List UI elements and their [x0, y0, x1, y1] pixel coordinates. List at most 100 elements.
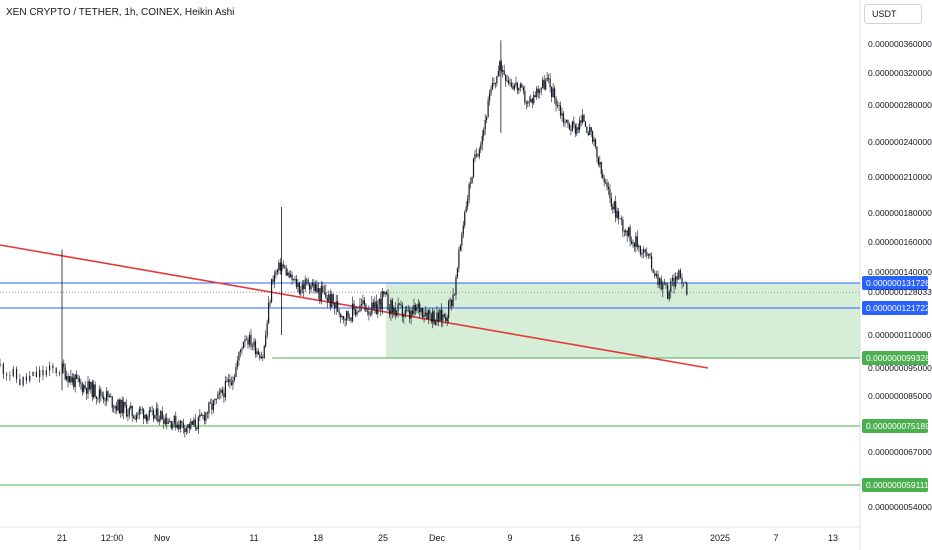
price-bar-body — [398, 303, 401, 305]
price-bar-body — [98, 389, 101, 399]
price-bar-body — [235, 366, 237, 377]
price-bar-body — [516, 82, 519, 91]
price-badge-3[interactable] — [862, 351, 928, 365]
price-bar-body — [152, 410, 155, 419]
price-bar-body — [282, 264, 284, 267]
price-bar-body — [494, 83, 496, 85]
price-bar-body — [521, 84, 523, 88]
price-bar-body — [374, 301, 376, 308]
price-bar-body — [420, 308, 422, 313]
price-bar-body — [480, 144, 482, 150]
price-bar-body — [589, 127, 591, 135]
currency-selector-button[interactable]: USDT — [864, 4, 922, 24]
price-bar-body — [427, 310, 429, 319]
price-bar-body — [84, 385, 86, 389]
price-bar-body — [158, 419, 160, 422]
price-bar-body — [533, 95, 535, 104]
y-tick-label-0: 0.000000360000 — [868, 39, 932, 49]
price-bar-body — [368, 311, 370, 315]
price-bar-body — [574, 124, 576, 134]
price-bar-body — [386, 292, 388, 295]
price-bar-body — [288, 272, 290, 278]
price-bar-body — [527, 101, 529, 104]
price-bar-body — [628, 227, 630, 236]
price-bar-body — [263, 346, 265, 359]
price-bar-body — [197, 417, 199, 430]
price-bar-body — [681, 277, 683, 284]
price-bar-body — [154, 415, 156, 419]
y-tick-label-3: 0.000000240000 — [868, 137, 932, 147]
price-bar-body — [629, 227, 631, 242]
price-bar-body — [555, 97, 557, 106]
price-bar-body — [531, 98, 533, 104]
y-tick-label-5: 0.000000180000 — [868, 208, 932, 218]
price-bar-body — [226, 380, 228, 382]
price-badge-0[interactable] — [862, 276, 928, 290]
price-bar-body — [196, 427, 198, 430]
x-tick-label-1: 12:00 — [101, 533, 124, 543]
price-badge-4[interactable] — [862, 419, 928, 433]
price-bar-body — [437, 312, 440, 322]
x-tick-label-0: 21 — [57, 533, 67, 543]
price-bar-body — [606, 182, 608, 187]
price-bar-body — [581, 115, 584, 123]
price-bar-body — [325, 292, 327, 298]
price-bar-body — [350, 317, 352, 321]
price-bar-body — [503, 70, 505, 76]
price-bar-body — [140, 409, 142, 410]
price-bar-body — [452, 294, 454, 307]
price-bar-body — [161, 411, 163, 420]
x-tick-label-11: 7 — [773, 533, 778, 543]
price-bar-body — [52, 365, 54, 369]
price-bar-body — [365, 304, 367, 312]
price-bar-body — [410, 310, 412, 319]
price-bar-body — [615, 201, 617, 218]
price-bar-body — [599, 162, 601, 165]
price-badge-5[interactable] — [862, 478, 928, 492]
price-bar-body — [141, 409, 143, 411]
price-bar-body — [248, 334, 251, 345]
price-bar-body — [66, 376, 68, 380]
price-bar-body — [301, 284, 303, 290]
price-bar-body — [212, 400, 214, 410]
price-badge-label-3: 0.000000099328 — [866, 353, 930, 363]
price-bar-body — [612, 206, 614, 210]
x-tick-label-7: 9 — [507, 533, 512, 543]
price-bar-body — [147, 416, 149, 421]
price-bar-body — [668, 292, 670, 299]
price-bar-body — [306, 279, 308, 281]
price-bar-body — [378, 298, 380, 305]
x-tick-label-3: 11 — [249, 533, 258, 543]
price-bar-body — [596, 146, 598, 158]
x-tick-label-12: 13 — [828, 533, 838, 543]
price-bar-body — [87, 381, 89, 394]
price-bar-body — [145, 414, 148, 421]
price-bar-body — [138, 409, 140, 414]
y-tick-label-10: 0.000000085000 — [868, 391, 932, 401]
y-tick-label-12: 0.000000054000 — [868, 502, 932, 512]
price-bar-body — [272, 279, 274, 282]
price-bar-body — [344, 319, 346, 321]
price-bar-body — [9, 375, 11, 377]
price-bar-body — [675, 276, 677, 287]
price-badge-2[interactable] — [862, 301, 928, 315]
price-bar-body — [73, 377, 75, 388]
price-bar-body — [90, 381, 92, 390]
price-bar-body — [673, 277, 675, 287]
price-bar-body — [151, 410, 153, 412]
price-bar-body — [105, 391, 108, 401]
price-bar-body — [417, 303, 419, 307]
price-bar-body — [448, 301, 450, 318]
price-bar-body — [590, 127, 592, 132]
price-bar-body — [332, 293, 334, 303]
price-bar-body — [468, 183, 470, 200]
price-bar-body — [613, 201, 615, 210]
price-bar-body — [586, 126, 588, 133]
price-bar-body — [424, 312, 427, 316]
y-tick-label-7: 0.000000140000 — [868, 267, 932, 277]
price-bar-body — [469, 183, 472, 185]
price-bar-body — [512, 86, 514, 90]
price-bar-body — [505, 75, 507, 81]
